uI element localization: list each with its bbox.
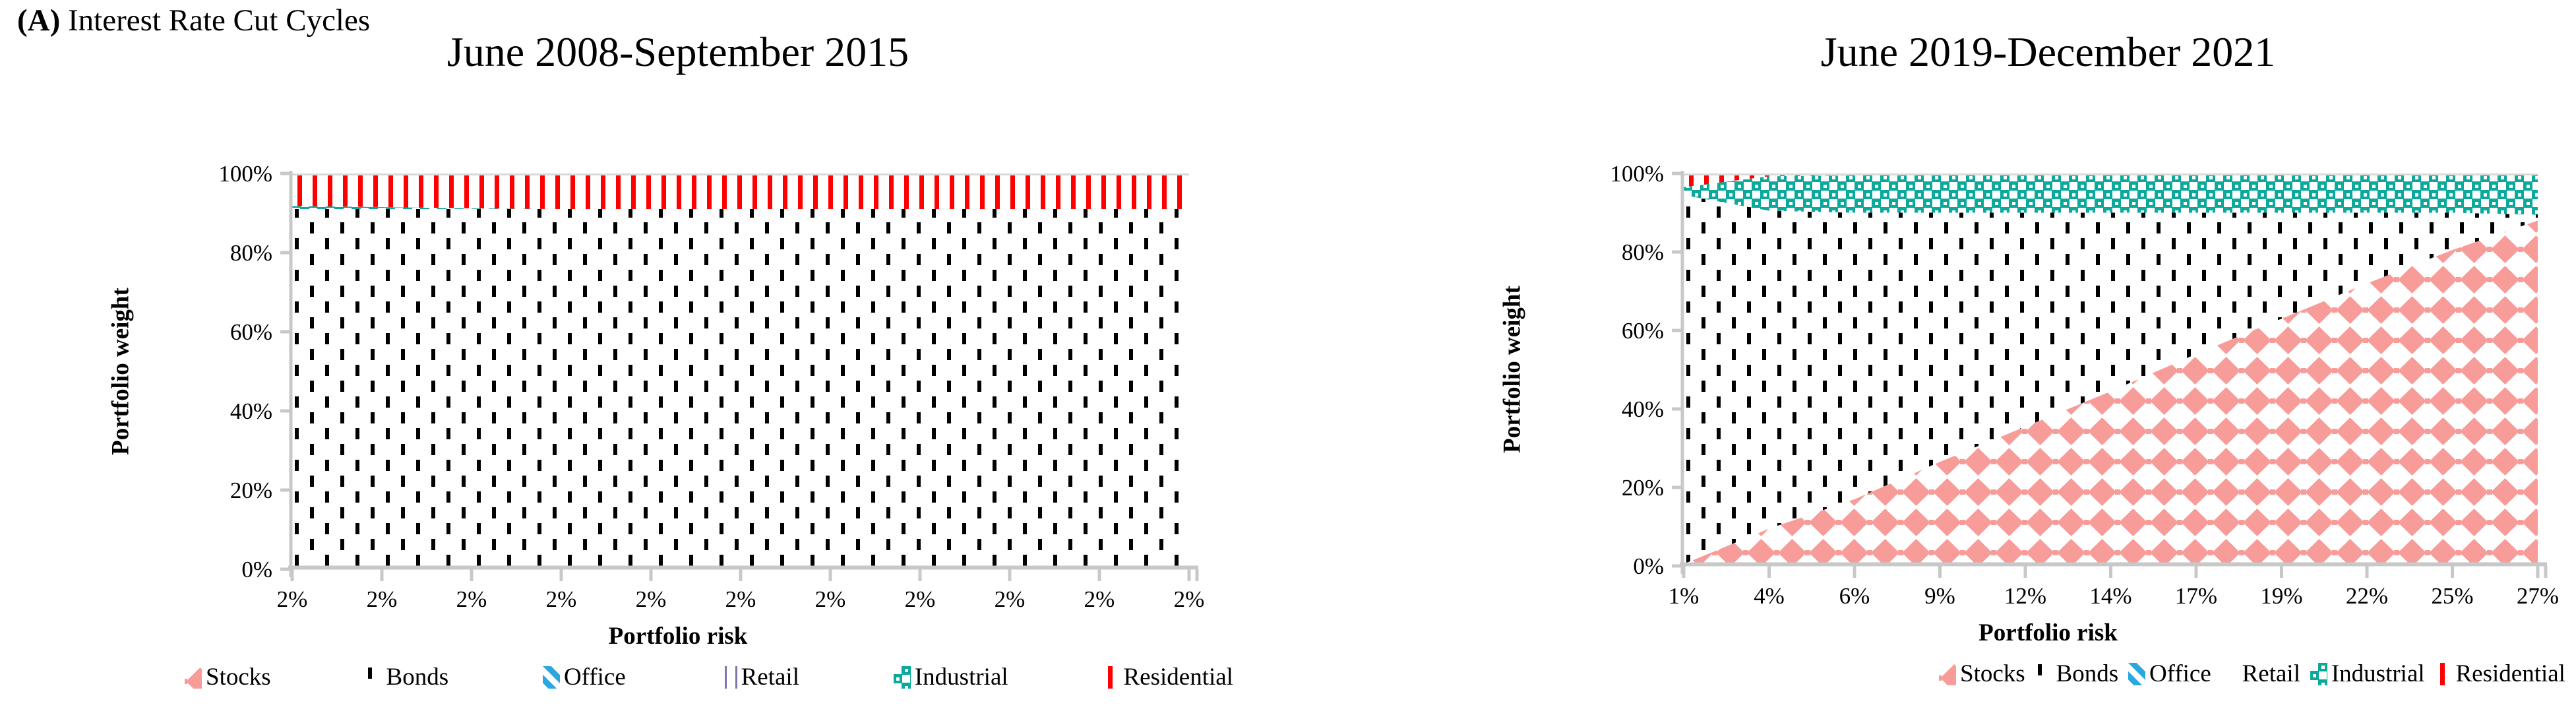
chart-title: June 2019-December 2021 xyxy=(1820,28,2276,75)
x-tick-label: 2% xyxy=(545,586,577,612)
y-tick-label: 100% xyxy=(218,161,272,187)
area-bonds xyxy=(1684,195,2538,564)
y-tick-label: 40% xyxy=(1621,396,1664,422)
area-industrial xyxy=(1684,175,2538,215)
legend-item-industrial: Industrial xyxy=(893,663,1008,691)
legend: Stocks Bonds Office Retail Industrial Residen… xyxy=(1939,660,2565,688)
y-tick-label: 0% xyxy=(1633,553,1664,579)
x-tick-label: 6% xyxy=(1839,583,1870,609)
x-tick-label: 1% xyxy=(1668,583,1700,609)
legend-label-stocks: Stocks xyxy=(206,664,271,691)
area-bonds xyxy=(292,209,1189,569)
legend-item-industrial: Industrial xyxy=(2310,660,2425,688)
x-tick-label: 2% xyxy=(1173,586,1205,612)
y-tick-label: 80% xyxy=(1621,239,1664,265)
x-axis-title: Portfolio risk xyxy=(1978,619,2118,646)
legend-label-industrial: Industrial xyxy=(2331,660,2425,687)
figure-heading-text: Interest Rate Cut Cycles xyxy=(60,3,371,38)
x-tick-label: 17% xyxy=(2174,583,2218,609)
plot-area xyxy=(280,171,1199,581)
y-tick-label: 20% xyxy=(230,478,272,503)
area-residential xyxy=(292,173,1189,209)
legend-swatch-industrial xyxy=(893,666,911,689)
legend-label-residential: Residential xyxy=(2455,660,2565,687)
legend-item-residential: Residential xyxy=(1102,663,1233,691)
legend-label-residential: Residential xyxy=(1123,664,1233,691)
figure-heading: (A) Interest Rate Cut Cycles xyxy=(17,3,371,38)
y-axis-title: Portfolio weight xyxy=(1498,286,1526,454)
area-stocks xyxy=(1684,220,2538,566)
x-tick-label: 14% xyxy=(2089,583,2132,609)
legend-swatch-retail xyxy=(2221,662,2238,685)
y-tick-label: 0% xyxy=(241,557,272,582)
legend-item-bonds: Bonds xyxy=(365,663,449,691)
legend-item-bonds: Bonds xyxy=(2035,660,2119,688)
x-tick-label: 2% xyxy=(725,586,756,612)
x-tick-label: 2% xyxy=(904,586,936,612)
legend-label-office: Office xyxy=(563,664,626,691)
legend-swatch-stocks xyxy=(185,666,202,689)
y-tick-label: 60% xyxy=(230,319,272,345)
x-tick-label: 2% xyxy=(635,586,667,612)
area-industrial xyxy=(292,206,1189,209)
x-tick-label: 2% xyxy=(814,586,846,612)
legend-swatch-residential xyxy=(2434,662,2452,685)
legend-swatch-industrial xyxy=(2310,662,2327,685)
legend-item-residential: Residential xyxy=(2434,660,2565,688)
legend-swatch-bonds xyxy=(365,666,383,689)
legend-swatch-retail xyxy=(720,666,737,689)
x-tick-label: 2% xyxy=(366,586,398,612)
legend-label-stocks: Stocks xyxy=(1960,660,2025,687)
legend-item-retail: Retail xyxy=(720,663,799,691)
legend-item-office: Office xyxy=(542,663,626,691)
x-tick-label: 12% xyxy=(2004,583,2047,609)
legend-label-bonds: Bonds xyxy=(2056,660,2119,687)
x-tick-label: 2% xyxy=(276,586,308,612)
x-tick-label: 2% xyxy=(1084,586,1115,612)
legend-item-retail: Retail xyxy=(2221,660,2300,688)
x-tick-label: 25% xyxy=(2431,583,2474,609)
y-tick-label: 60% xyxy=(1621,318,1664,344)
x-tick-label: 9% xyxy=(1924,583,1955,609)
figure-panel-letter: (A) xyxy=(17,3,61,38)
legend-item-office: Office xyxy=(2128,660,2211,688)
legend-swatch-stocks xyxy=(1939,662,1956,685)
legend-label-retail: Retail xyxy=(741,664,799,691)
y-tick-label: 80% xyxy=(230,240,272,266)
x-tick-label: 22% xyxy=(2345,583,2389,609)
legend-swatch-bonds xyxy=(2035,662,2052,685)
plot-area xyxy=(1672,171,2548,578)
legend-label-industrial: Industrial xyxy=(914,664,1008,691)
area-residential xyxy=(1684,173,2538,187)
legend-label-retail: Retail xyxy=(2242,660,2300,687)
y-tick-label: 40% xyxy=(230,398,272,424)
legend-item-stocks: Stocks xyxy=(1939,660,2025,688)
legend-label-bonds: Bonds xyxy=(386,664,449,691)
legend-swatch-office xyxy=(542,666,560,689)
x-tick-label: 2% xyxy=(456,586,487,612)
x-axis-title: Portfolio risk xyxy=(608,623,748,650)
x-tick-label: 19% xyxy=(2260,583,2303,609)
legend-label-office: Office xyxy=(2149,660,2211,687)
y-tick-label: 100% xyxy=(1610,161,1664,187)
legend-swatch-residential xyxy=(1102,666,1120,689)
y-tick-label: 20% xyxy=(1621,475,1664,501)
legend: Stocks Bonds Office Retail Industrial Residen… xyxy=(185,663,1233,691)
y-axis-title: Portfolio weight xyxy=(107,288,135,455)
x-tick-label: 2% xyxy=(994,586,1026,612)
x-tick-label: 4% xyxy=(1754,583,1785,609)
legend-item-stocks: Stocks xyxy=(185,663,271,691)
x-tick-label: 27% xyxy=(2516,583,2560,609)
legend-swatch-office xyxy=(2128,662,2145,685)
